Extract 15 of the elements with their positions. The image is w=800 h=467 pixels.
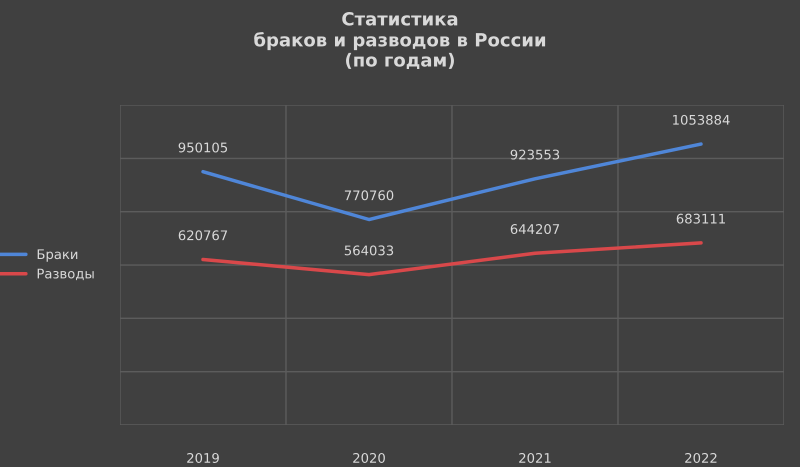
data-label: 950105 xyxy=(178,142,228,152)
x-tick-label: 2019 xyxy=(187,452,219,463)
x-tick-label: 2020 xyxy=(353,452,385,463)
data-label: 620767 xyxy=(178,230,228,240)
data-label: 644207 xyxy=(510,224,560,234)
data-label: 770760 xyxy=(344,190,394,200)
data-label: 564033 xyxy=(344,245,394,256)
legend-label: Браки xyxy=(38,249,78,262)
data-label: 683111 xyxy=(676,214,725,224)
x-tick-label: 2021 xyxy=(519,452,551,463)
legend-label: Разводы xyxy=(38,268,94,280)
chart-title: Статистика браков и разводов в России (по годам) xyxy=(254,12,546,70)
x-tick-label: 2022 xyxy=(685,452,716,463)
data-label: 923553 xyxy=(510,150,560,160)
data-label: 1053884 xyxy=(673,114,730,125)
